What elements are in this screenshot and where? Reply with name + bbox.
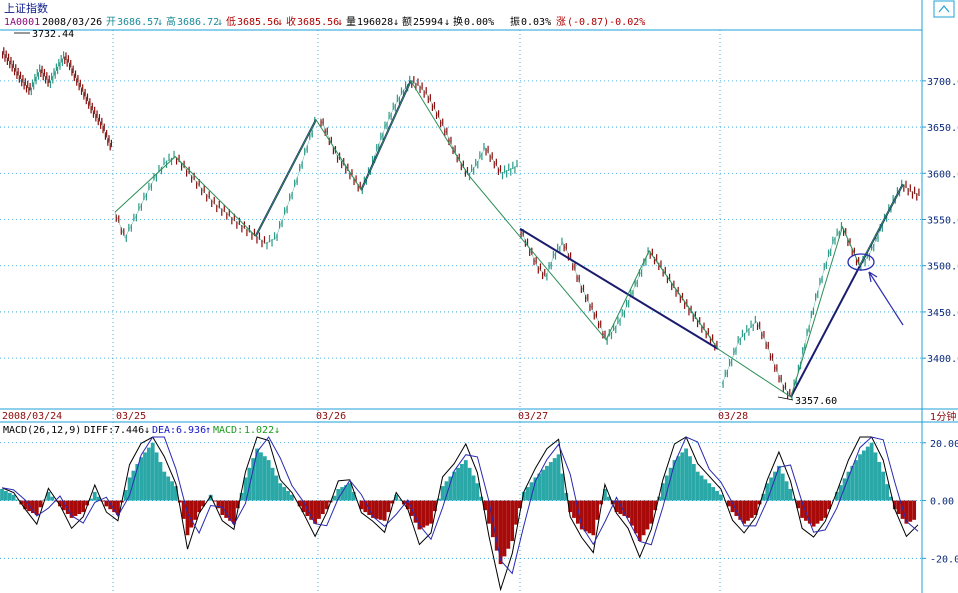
close-value: 3685.56 [297,17,339,28]
change-label: 涨 [556,16,566,28]
highlight-ellipse [847,253,875,271]
period-label: 1分钟 [930,410,956,423]
turnover-label: 换 [453,15,463,28]
open-arrow-icon: ↓ [157,17,163,28]
amount-value: 25994 [413,17,443,28]
price-series [1,47,921,400]
macd-label: MACD: [213,425,243,436]
dea-line [1,436,919,575]
macd-tick-label: 0.00 [930,497,954,508]
low-value: 3685.56 [237,17,279,28]
diff-value: 7.446 [114,425,144,436]
volume-value: 196028 [357,17,393,28]
time-tick-label: 2008/03/24 [2,411,62,422]
time-tick-label: 03/28 [718,411,748,422]
macd-value: 1.022 [244,425,274,436]
price-tick-label: 3550.00 [927,216,958,227]
time-tick-label: 03/25 [116,411,146,422]
low-label: 低 [226,15,236,28]
price-grid [0,30,922,593]
high-arrow-icon: ↓ [217,17,223,28]
amplitude-label: 振 [510,15,520,28]
price-line [519,228,719,350]
diff-line [1,436,919,592]
dea-value: 6.936 [176,425,206,436]
macd-panel: MACD(26,12,9) DIFF: 7.446 ↓ DEA: 6.936 ↑… [0,425,958,592]
chevron-up-icon [938,5,950,13]
close-label: 收 [286,15,296,28]
price-tick-label: 3500.00 [927,262,958,273]
volume-label: 量 [346,16,356,28]
diff-label: DIFF: [84,425,114,436]
high-label: 高 [166,15,176,28]
macd-tick-label: -20.00 [930,554,958,565]
price-tick-label: 3700.00 [927,77,958,88]
macd-histogram [0,442,917,565]
low-point-label: 3357.60 [795,396,837,407]
diff-arrow-icon: ↓ [144,425,150,436]
price-tick-label: 3600.00 [927,169,958,180]
macd-name: MACD(26,12,9) [3,425,81,436]
volume-arrow-icon: ↓ [393,17,399,28]
turnover-value: 0.00% [464,17,494,28]
high-value: 3686.72 [177,17,219,28]
close-arrow-icon: ↓ [337,17,343,28]
price-line [721,183,921,398]
open-value: 3686.57 [117,17,159,28]
macd-arrow-icon: ↓ [274,425,280,436]
annotation-arrow-icon [868,271,904,326]
price-tick-label: 3450.00 [927,308,958,319]
amplitude-value: 0.03% [521,17,551,28]
bar-date: 2008/03/26 [42,17,102,28]
macd-lines [1,436,919,592]
dea-arrow-icon: ↑ [205,425,211,436]
price-y-axis: 3700.00 3650.00 3600.00 3550.00 3500.00 3450.… [922,77,958,365]
price-tick-label: 3400.00 [927,354,958,365]
zigzag-lines [114,79,904,398]
trend-line [519,227,719,350]
change-value: (-0.87)-0.02% [567,17,645,28]
zigzag-path [114,79,904,398]
time-axis: 2008/03/24 03/25 03/26 03/27 03/28 1分钟 [0,408,958,423]
open-label: 开 [106,17,116,28]
dea-label: DEA: [152,425,176,436]
low-point-pointer [777,396,794,401]
price-line [114,119,317,244]
time-tick-label: 03/26 [316,411,346,422]
macd-tick-label: 20.00 [930,439,958,450]
macd-y-axis: 20.00 0.00 -20.00 [922,439,958,565]
amount-label: 额 [402,15,412,28]
chart-title: 上证指数 [4,1,48,15]
ohlc-header: 1A0001 2008/03/26 开 3686.57 ↓ 高 3686.72 … [4,15,645,28]
high-point-label: 3732.44 [32,29,74,40]
price-tick-label: 3650.00 [927,123,958,134]
low-arrow-icon: ↓ [277,17,283,28]
time-tick-label: 03/27 [518,411,548,422]
stock-code: 1A0001 [4,17,40,28]
scroll-up-button[interactable] [933,0,955,18]
amount-arrow-icon: ↓ [444,17,450,28]
price-line [1,51,113,148]
